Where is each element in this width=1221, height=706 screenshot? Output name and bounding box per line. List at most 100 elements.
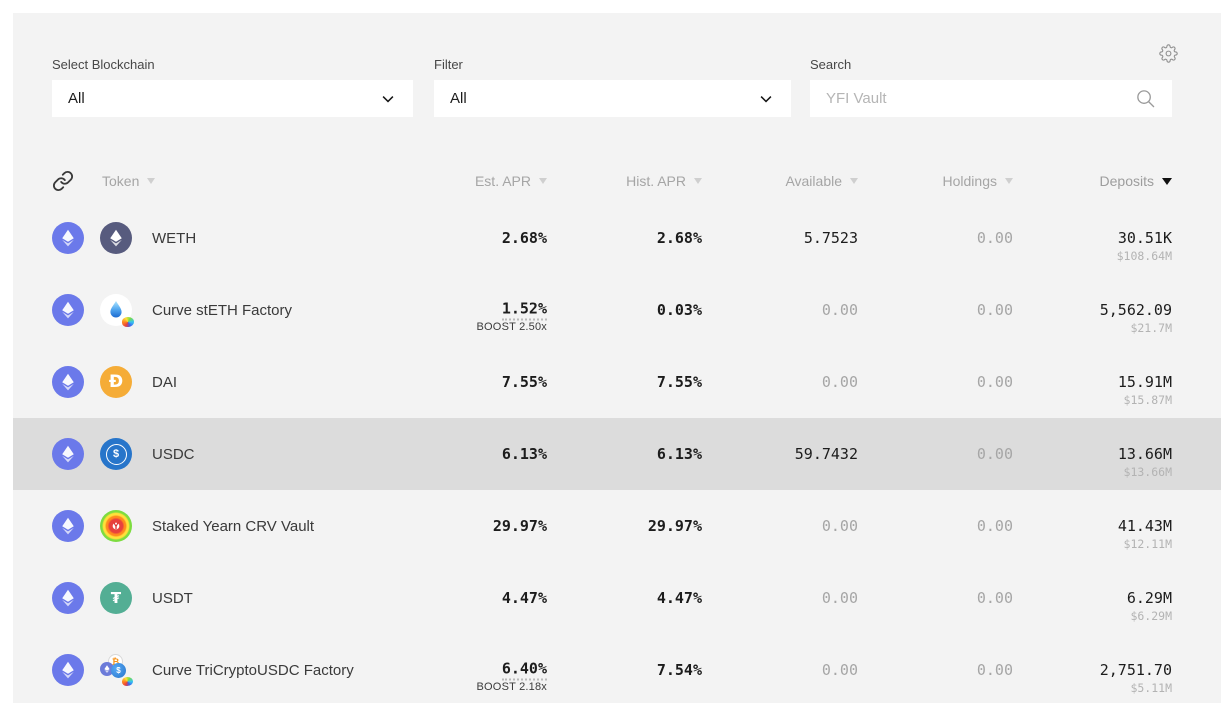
available-value: 5.7523 [804, 229, 858, 247]
blockchain-control: Select Blockchain All [52, 55, 434, 117]
deposits-usd-value: $12.11M [1124, 537, 1172, 551]
hist-apr-value: 2.68% [657, 229, 702, 247]
ethereum-chain-icon [52, 366, 84, 398]
holdings-cell: 0.00 [858, 418, 1013, 490]
token-name: DAI [152, 374, 177, 391]
blockchain-select[interactable]: All [52, 80, 413, 117]
hist-apr-cell: 7.54% [547, 634, 702, 706]
column-header-available[interactable]: Available [702, 173, 858, 189]
vaults-table: Token Est. APR Hist. APR Available Holdi… [13, 160, 1221, 706]
ethereum-chain-icon [52, 582, 84, 614]
token-name: USDC [152, 446, 195, 463]
column-label: Deposits [1100, 173, 1154, 189]
available-value: 0.00 [822, 373, 858, 391]
est-apr-value: 29.97% [493, 517, 547, 535]
token-icon-usdc: $ [100, 438, 132, 470]
sort-triangle-icon [694, 178, 702, 184]
token-name: Staked Yearn CRV Vault [152, 518, 314, 535]
available-cell: 5.7523 [702, 202, 858, 274]
token-name: Curve stETH Factory [152, 302, 292, 319]
holdings-value: 0.00 [977, 445, 1013, 463]
column-label: Hist. APR [626, 173, 686, 189]
est-apr-cell: 29.97% [417, 490, 547, 562]
sort-triangle-icon [1005, 178, 1013, 184]
token-name-cell: Staked Yearn CRV Vault [152, 490, 417, 562]
deposits-usd-value: $6.29M [1130, 609, 1172, 623]
holdings-cell: 0.00 [858, 490, 1013, 562]
blockchain-label: Select Blockchain [52, 55, 434, 74]
eth-diamond-icon [57, 371, 79, 393]
filter-value: All [450, 90, 757, 107]
eth-diamond-icon [105, 227, 127, 249]
hist-apr-value: 29.97% [648, 517, 702, 535]
est-apr-cell: 1.52%BOOST 2.50x [417, 274, 547, 346]
eth-diamond-icon [57, 227, 79, 249]
token-icon-usdt: ₮ [100, 582, 132, 614]
deposits-cell: 41.43M $12.11M [1013, 490, 1172, 562]
token-icon-weth [100, 222, 132, 254]
holdings-cell: 0.00 [858, 562, 1013, 634]
ethereum-chain-icon [52, 294, 84, 326]
est-apr-cell: 6.13% [417, 418, 547, 490]
holdings-value: 0.00 [977, 301, 1013, 319]
eth-diamond-icon [57, 659, 79, 681]
deposits-usd-value: $13.66M [1124, 465, 1172, 479]
hist-apr-cell: 4.47% [547, 562, 702, 634]
search-icon [1135, 88, 1156, 109]
deposits-value: 13.66M [1118, 445, 1172, 463]
est-apr-value: 1.52% [502, 300, 547, 321]
column-label: Available [785, 173, 842, 189]
deposits-value: 41.43M [1118, 517, 1172, 535]
token-name-cell: USDC [152, 418, 417, 490]
token-icons: ₿$ [52, 634, 152, 706]
deposits-cell: 5,562.09$21.7M [1013, 274, 1172, 346]
filter-bar: Select Blockchain All Filter All Search [13, 13, 1221, 117]
column-header-deposits[interactable]: Deposits [1013, 173, 1172, 189]
column-label: Holdings [943, 173, 997, 189]
token-icon-steth [100, 294, 132, 326]
search-input[interactable] [826, 90, 1135, 107]
deposits-usd-value: $21.7M [1130, 321, 1172, 335]
token-name-cell: Curve TriCryptoUSDC Factory [152, 634, 417, 706]
deposits-usd-value: $15.87M [1124, 393, 1172, 407]
available-value: 59.7432 [795, 445, 858, 463]
filter-select[interactable]: All [434, 80, 791, 117]
token-icon-st-ycrv: Y [100, 510, 132, 542]
est-apr-cell: 2.68% [417, 202, 547, 274]
est-apr-value: 4.47% [502, 589, 547, 607]
search-control: Search [810, 55, 1172, 117]
hist-apr-cell: 0.03% [547, 274, 702, 346]
deposits-usd-value: $5.11M [1130, 681, 1172, 695]
blockchain-value: All [68, 90, 379, 107]
hist-apr-cell: 7.55% [547, 346, 702, 418]
column-header-token[interactable]: Token [102, 173, 417, 189]
column-header-est-apr[interactable]: Est. APR [417, 173, 547, 189]
holdings-value: 0.00 [977, 373, 1013, 391]
deposits-cell: 2,751.70 $5.11M [1013, 634, 1172, 706]
category-control: Filter All [434, 55, 810, 117]
available-value: 0.00 [822, 589, 858, 607]
token-icons: $ [52, 418, 152, 490]
column-header-holdings[interactable]: Holdings [858, 173, 1013, 189]
holdings-value: 0.00 [977, 517, 1013, 535]
hist-apr-cell: 29.97% [547, 490, 702, 562]
token-icons: Ð [52, 346, 152, 418]
holdings-cell: 0.00 [858, 202, 1013, 274]
sort-triangle-icon [147, 178, 155, 184]
token-name: Curve TriCryptoUSDC Factory [152, 662, 354, 679]
column-header-hist-apr[interactable]: Hist. APR [547, 173, 702, 189]
available-cell: 0.00 [702, 274, 858, 346]
deposits-value: 15.91M [1118, 373, 1172, 391]
est-apr-cell: 7.55% [417, 346, 547, 418]
deposits-value: 2,751.70 [1100, 661, 1172, 679]
token-icon-tricrypto: ₿$ [100, 654, 132, 686]
settings-gear-icon[interactable] [1159, 44, 1178, 63]
